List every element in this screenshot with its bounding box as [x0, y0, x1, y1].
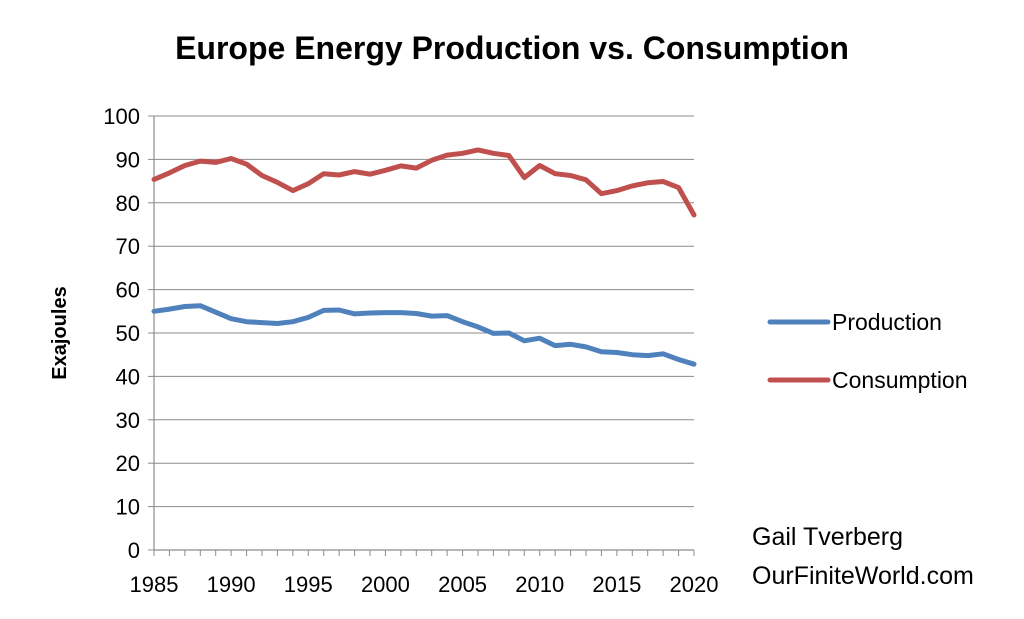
- y-tick-label-100: 100: [103, 104, 140, 129]
- series-line-consumption: [151, 147, 697, 218]
- x-tick-label-1995: 1995: [284, 572, 333, 597]
- legend-label-production: Production: [832, 309, 942, 335]
- x-tick-label-2020: 2020: [670, 572, 719, 597]
- x-tick-label-2005: 2005: [438, 572, 487, 597]
- legend-label-consumption: Consumption: [832, 367, 968, 393]
- x-tick-label-2010: 2010: [515, 572, 564, 597]
- y-tick-label-0: 0: [128, 538, 140, 563]
- y-tick-label-40: 40: [116, 364, 140, 389]
- chart-title: Europe Energy Production vs. Consumption: [175, 30, 849, 66]
- y-tick-labels: 0 10 20 30 40 50 60 70 80 90 100: [103, 104, 140, 563]
- series-lines: [151, 147, 697, 367]
- y-tick-label-20: 20: [116, 451, 140, 476]
- x-tick-label-1985: 1985: [130, 572, 179, 597]
- y-tick-label-70: 70: [116, 234, 140, 259]
- y-tick-label-30: 30: [116, 408, 140, 433]
- y-tick-label-50: 50: [116, 321, 140, 346]
- series-line-production: [151, 303, 697, 367]
- y-tick-label-60: 60: [116, 278, 140, 303]
- y-tick-label-90: 90: [116, 147, 140, 172]
- credit-author: Gail Tverberg: [752, 523, 903, 551]
- legend: Production Consumption: [767, 309, 968, 393]
- x-tick-labels: 1985 1990 1995 2000 2005 2010 2015 2020: [130, 572, 719, 597]
- y-tick-label-80: 80: [116, 191, 140, 216]
- credit-website: OurFiniteWorld.com: [752, 562, 974, 590]
- x-tick-label-2015: 2015: [592, 572, 641, 597]
- y-axis-title: Exajoules: [49, 286, 71, 379]
- axes: [148, 115, 695, 556]
- x-tick-label-2000: 2000: [361, 572, 410, 597]
- y-tick-label-10: 10: [116, 495, 140, 520]
- gridlines: [154, 115, 694, 508]
- x-tick-label-1990: 1990: [207, 572, 256, 597]
